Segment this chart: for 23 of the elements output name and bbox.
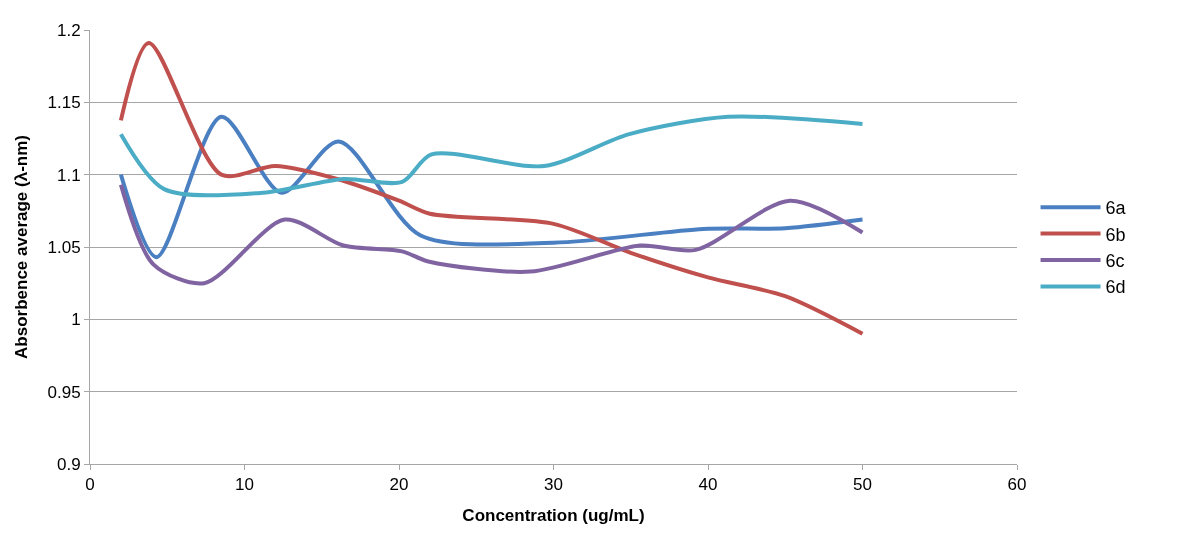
line-series bbox=[118, 182, 865, 286]
y-axis-title: Absorbence average (λ-nm) bbox=[12, 135, 32, 359]
line-series bbox=[118, 41, 865, 336]
y-tick-label: 1 bbox=[71, 310, 81, 330]
x-tick-label: 10 bbox=[235, 475, 254, 495]
legend-label: 6a bbox=[1105, 198, 1127, 219]
y-tick-label: 1.2 bbox=[56, 20, 81, 40]
line-series bbox=[118, 114, 865, 260]
x-tick-label: 20 bbox=[389, 475, 409, 495]
y-tick-label: 0.9 bbox=[56, 454, 81, 474]
y-tick-label: 1.15 bbox=[47, 93, 81, 113]
x-tick-label: 40 bbox=[698, 475, 718, 495]
y-tick-label: 0.95 bbox=[47, 382, 81, 402]
x-tick-label: 60 bbox=[1007, 475, 1027, 495]
x-tick-label: 50 bbox=[853, 475, 872, 495]
y-tick-label: 1.05 bbox=[47, 237, 81, 257]
x-axis-title: Concentration (ug/mL) bbox=[462, 505, 645, 525]
x-tick-label: 30 bbox=[544, 475, 563, 495]
legend-label: 6d bbox=[1105, 277, 1126, 298]
legend-label: 6b bbox=[1105, 224, 1126, 245]
y-tick-label: 1.1 bbox=[56, 165, 81, 185]
legend-label: 6c bbox=[1105, 251, 1125, 272]
x-tick-label: 0 bbox=[85, 475, 95, 495]
